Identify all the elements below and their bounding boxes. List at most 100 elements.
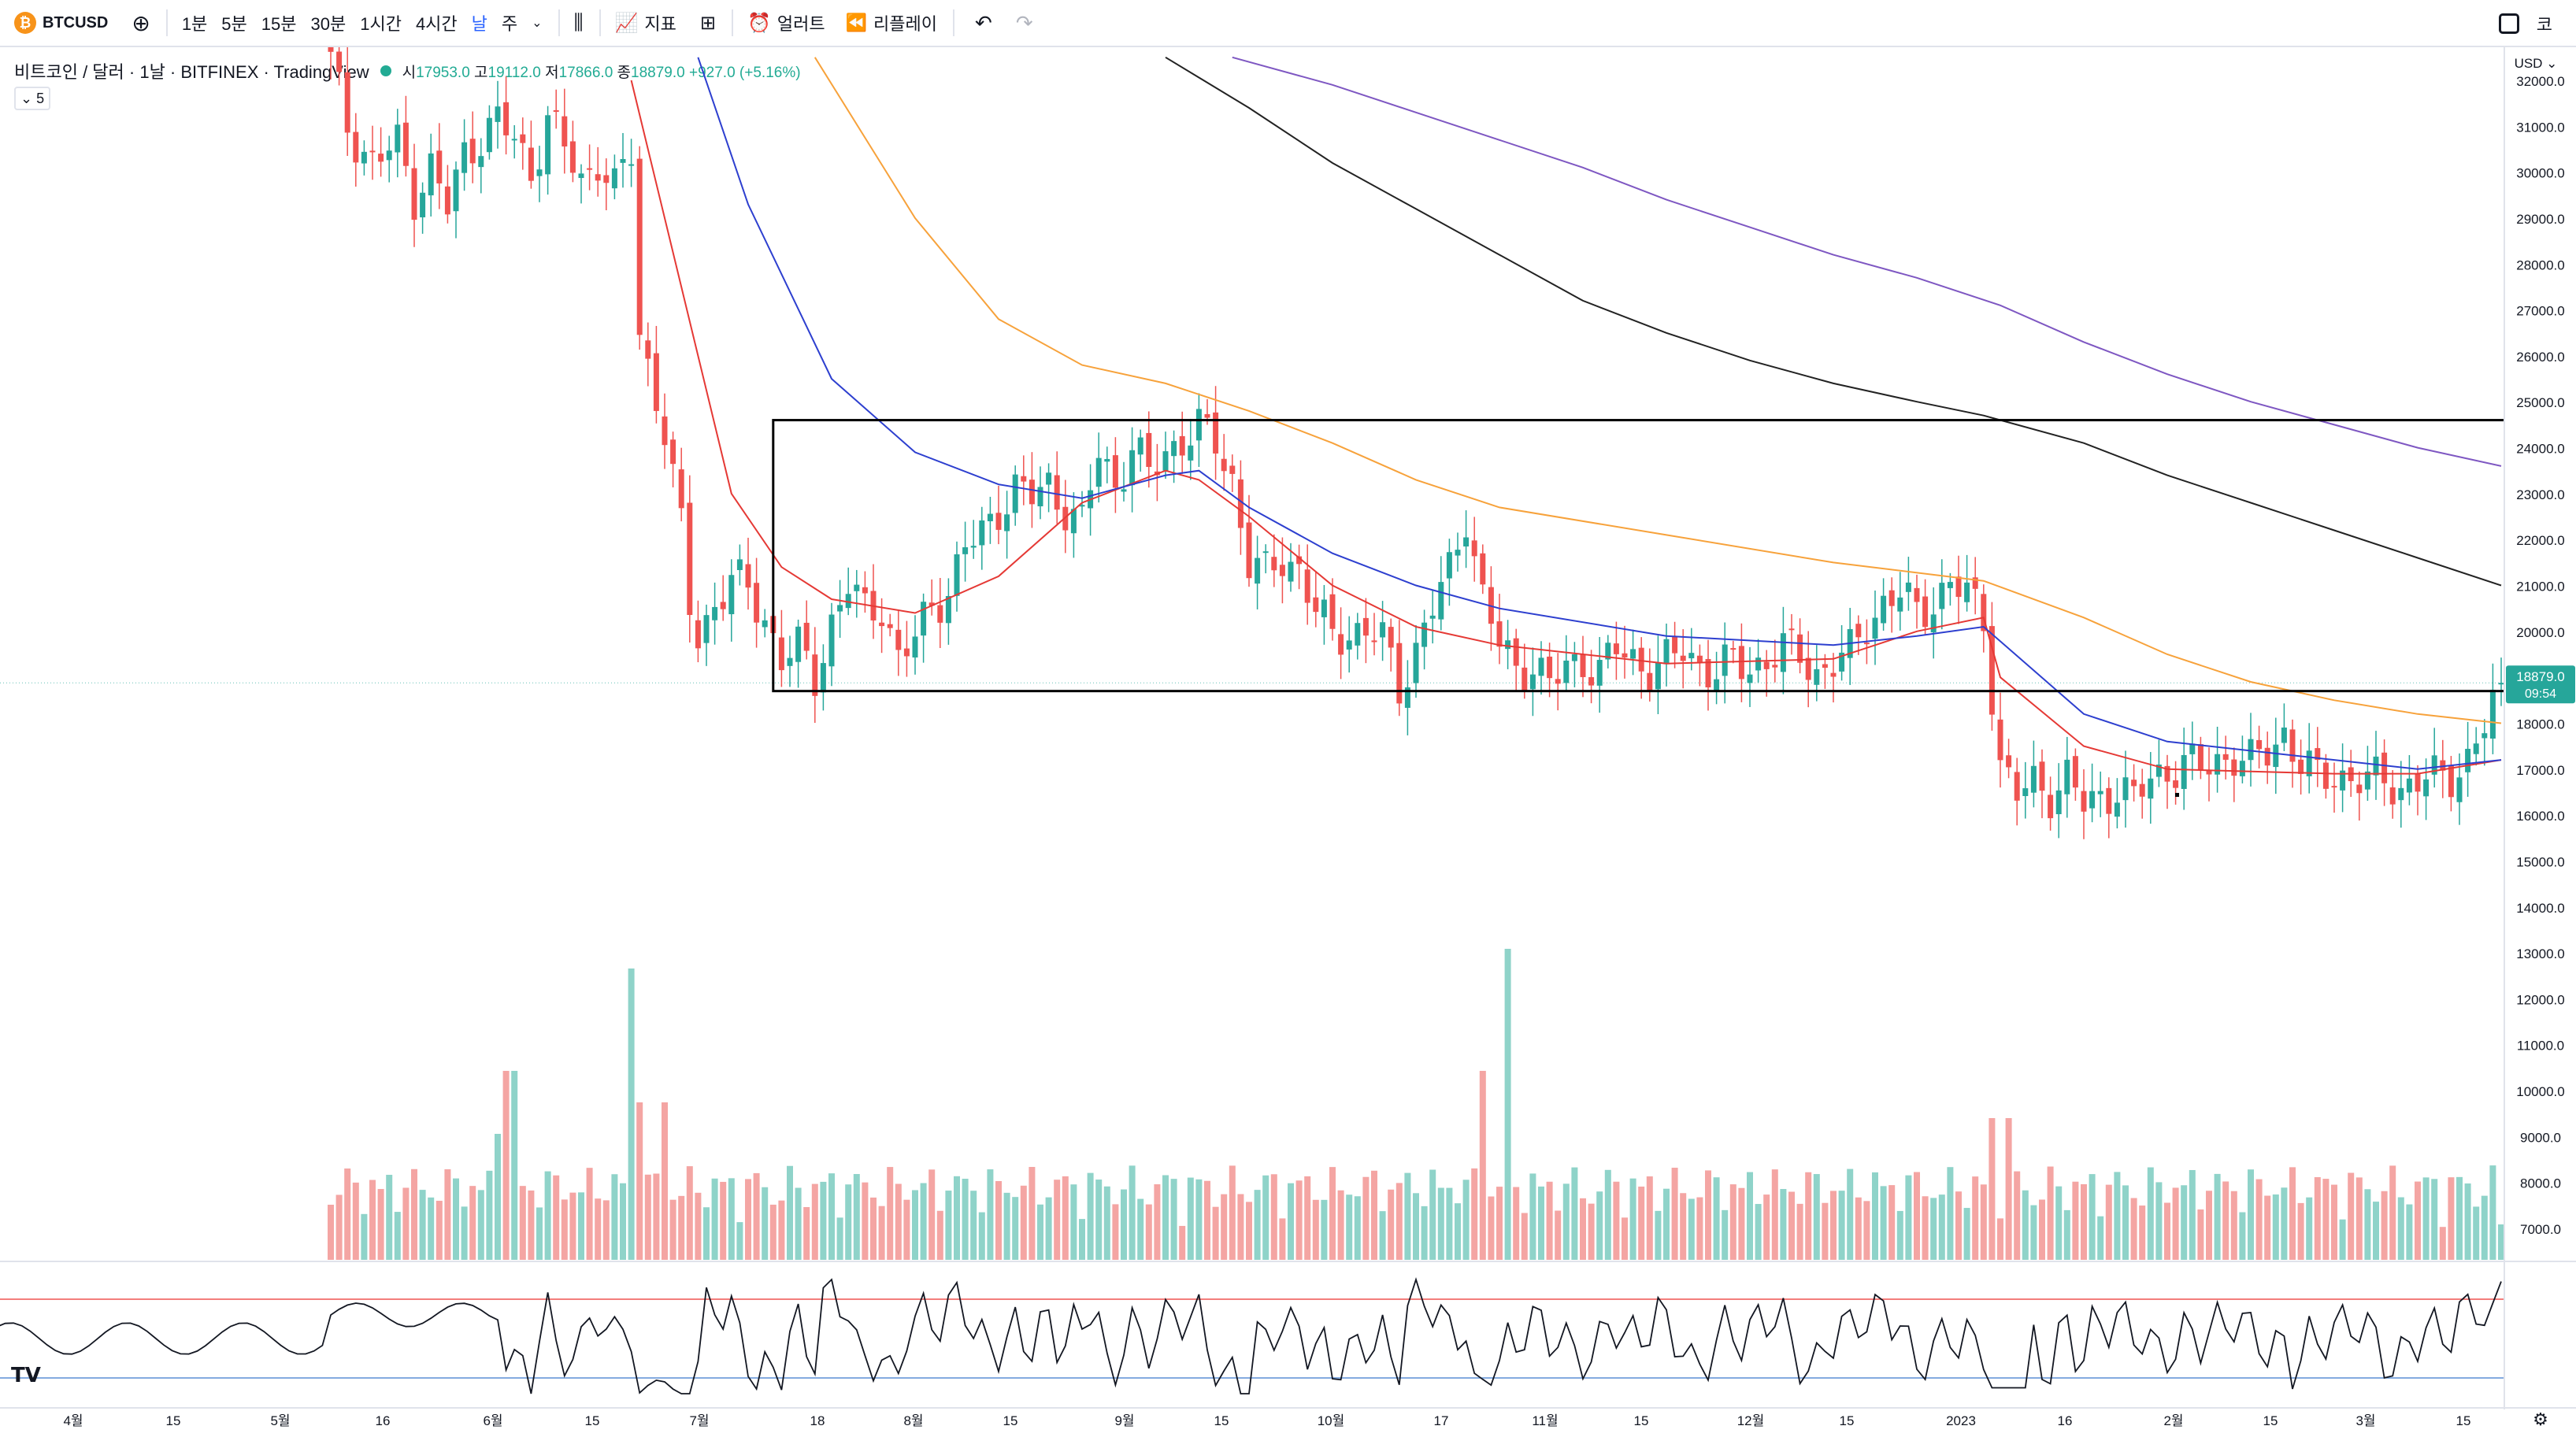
volume-bar [1588,1203,1595,1260]
volume-bar [477,1190,484,1260]
candle-body [2106,787,2112,814]
candle-body [1463,537,1470,547]
volume-bar [2255,1179,2263,1260]
price-axis[interactable]: 7000.0 8000.0 9000.0 10000.0 11000.0 12000.0 1… [0,47,2576,1437]
candle-body [1981,594,1987,631]
volume-bar [686,1166,693,1260]
volume-bar [1663,1188,1670,1260]
candle-body [1480,553,1486,585]
candle-body [2315,748,2321,761]
candles-style-icon[interactable]: ⫼ [573,10,584,34]
interval-15m[interactable]: 15분 [261,14,297,34]
interval-4h[interactable]: 4시간 [415,14,458,34]
candle-body [1171,441,1177,457]
volume-bar [1121,1189,1127,1260]
volume-bar [1429,1169,1436,1260]
volume-bar [428,1197,435,1260]
compare-add-icon[interactable]: ⊕ [132,10,150,35]
candle-body [2281,728,2287,743]
drawing-rectangle[interactable] [772,419,2576,797]
interval-week[interactable]: 주 [501,14,518,34]
volume-bar [1938,1194,1945,1260]
candle-body [2148,778,2154,799]
candle-body [1362,617,1369,636]
candle-body [2122,777,2129,801]
volume-bar [1246,1202,1252,1260]
interval-day[interactable]: 날 [471,14,487,34]
volume-bar [419,1190,426,1260]
low-value: 17866.0 [558,64,613,81]
indicator-toggle[interactable]: ⌄ 5 [14,87,51,110]
volume-bar [895,1183,902,1260]
candle-body [912,636,918,658]
candle-body [1905,582,1911,592]
volume-bar [578,1192,584,1260]
volume-bar [1070,1184,1077,1260]
candle-body [2197,744,2203,771]
time-axis[interactable]: 4월 15 5월 16 6월 15 7월 18 8월 15 9월 15 10월 17 11월 15 12월 15 2… [63,1410,2548,1430]
ma-line-orange [814,57,2502,724]
volume-bar [2498,1224,2504,1260]
interval-1h[interactable]: 1시간 [360,14,402,34]
volume-bar [945,1191,952,1260]
volume-bar [1029,1167,1036,1260]
chart-title[interactable]: 비트코인 / 달러 · 1날 · BITFINEX · TradingView [14,62,369,82]
volume-bar [2397,1197,2404,1260]
candle-body [795,626,802,662]
candle-body [1947,582,1953,588]
fullscreen-icon[interactable] [2498,13,2519,34]
candle-body [1997,719,2003,761]
chevron-down-icon[interactable]: ⌄ [532,17,543,30]
ohlc-values: 시17953.0 고19112.0 저17866.0 종18879.0 +927… [402,61,801,82]
interval-5m[interactable]: 5분 [221,14,247,34]
alert-button[interactable]: ⏰ 얼러트 [747,10,825,35]
candle-body [444,186,450,215]
candle-body [812,654,818,696]
replay-button[interactable]: ⏪ 리플레이 [846,10,937,35]
market-status-icon[interactable] [380,65,391,76]
volume-bar [1680,1193,1687,1260]
volume-bar [1613,1181,1620,1260]
volume-bar [386,1175,393,1260]
candle-body [712,606,718,620]
interval-30m[interactable]: 30분 [310,14,347,34]
candle-body [562,116,568,147]
candle-body [2398,787,2404,801]
volume-bar [1312,1199,1319,1260]
corner-label[interactable]: 코 [2536,15,2552,35]
layout-icon[interactable]: ⊞ [699,12,717,34]
candle-body [1288,561,1294,582]
volume-bar [928,1169,936,1260]
toolbar-right: 코 [2498,11,2552,36]
candle-body [2189,743,2196,754]
volume-bar [2348,1172,2355,1260]
volume-bar [2172,1187,2179,1260]
candle-body [1429,615,1436,619]
candle-body [1455,550,1461,556]
candle-body [837,605,843,612]
time-tick-label: 15 [1634,1413,1649,1428]
time-tick-label: 15 [1840,1413,1855,1428]
symbol-search[interactable]: ₿ BTCUSD [14,12,108,34]
volume-bar [495,1134,501,1260]
volume-bar [1755,1204,1762,1260]
price-chart[interactable]: 80.0060.0040.0020.00 7000.0 8000.0 9000.0 1… [0,47,2576,1437]
time-tick-label: 2023 [1946,1413,1976,1428]
candle-body [2306,750,2312,776]
undo-icon[interactable]: ↶ [975,10,992,35]
time-tick-label: 8월 [903,1413,923,1428]
price-tick-label: 9000.0 [2520,1130,2561,1145]
indicators-button[interactable]: 📈 지표 [615,10,676,35]
volume-bar [887,1167,894,1260]
volume-bar [1371,1170,1377,1260]
volume-bar [335,1194,343,1260]
volume-bar [1972,1176,1979,1260]
tradingview-logo[interactable]: TV [11,1364,41,1387]
price-tick-label: 20000.0 [2516,625,2564,640]
candle-body [678,469,684,509]
candle-body [2423,779,2430,797]
volume-bar [469,1186,476,1260]
volume-bar [1003,1192,1010,1260]
redo-icon[interactable]: ↷ [1015,10,1033,35]
interval-1m[interactable]: 1분 [181,14,208,34]
